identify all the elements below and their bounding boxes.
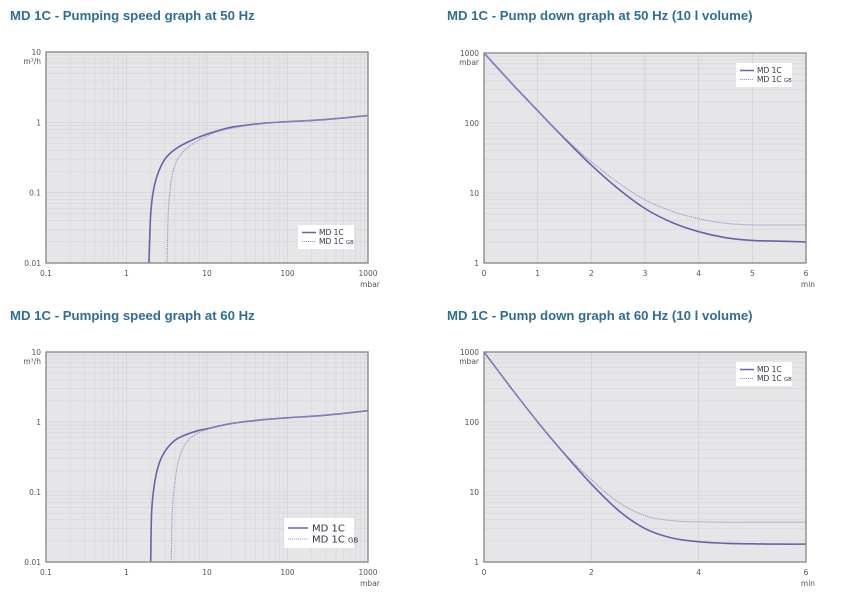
x-tick-label: 0: [482, 269, 487, 278]
legend-label: MD 1C: [757, 66, 782, 75]
x-tick-label: 1: [124, 568, 129, 577]
x-tick-label: 100: [280, 568, 295, 577]
y-tick-label: 100: [465, 119, 480, 128]
panel-pumpdown-60hz: MD 1C - Pump down graph at 60 Hz (10 l v…: [430, 300, 850, 600]
y-tick-label: 1: [36, 418, 41, 427]
x-tick-label: 4: [696, 269, 701, 278]
legend-label: MD 1C: [757, 365, 782, 374]
x-axis-unit: min: [801, 280, 815, 289]
x-tick-label: 5: [750, 269, 755, 278]
y-tick-label: 10: [31, 48, 41, 57]
y-tick-label: 1000: [460, 49, 479, 58]
x-tick-label: 2: [589, 568, 594, 577]
x-tick-label: 4: [696, 568, 701, 577]
y-tick-label: 0.1: [29, 488, 41, 497]
y-axis-unit: m³/h: [23, 357, 41, 366]
chart-title: MD 1C - Pump down graph at 60 Hz (10 l v…: [447, 308, 753, 323]
panel-speed-50hz: MD 1C - Pumping speed graph at 50 Hz 0.0…: [0, 0, 420, 300]
legend-label: MD 1C GB: [319, 237, 354, 246]
y-tick-label: 1000: [460, 348, 479, 357]
x-tick-label: 10: [202, 269, 212, 278]
x-tick-label: 1000: [358, 568, 377, 577]
y-axis-unit: mbar: [459, 357, 480, 366]
y-tick-label: 0.1: [29, 189, 41, 198]
plot-frame: [483, 52, 807, 264]
plot-frame: [45, 351, 369, 563]
chart-title: MD 1C - Pump down graph at 50 Hz (10 l v…: [447, 8, 753, 23]
x-tick-label: 2: [589, 269, 594, 278]
y-axis-unit: m³/h: [23, 57, 41, 66]
x-tick-label: 1: [535, 269, 540, 278]
x-tick-label: 100: [280, 269, 295, 278]
y-tick-label: 0.01: [24, 558, 41, 567]
x-axis-unit: mbar: [360, 579, 381, 588]
legend-label: MD 1C: [319, 228, 344, 237]
y-tick-label: 1: [36, 118, 41, 127]
y-tick-label: 100: [465, 418, 480, 427]
plot-frame: [483, 351, 807, 563]
x-tick-label: 10: [202, 568, 212, 577]
legend-label: MD 1C GB: [312, 535, 358, 546]
y-tick-label: 0.01: [24, 259, 41, 268]
legend-label: MD 1C: [312, 524, 345, 535]
x-axis-unit: mbar: [360, 280, 381, 289]
series-md1c-gb-line: [483, 52, 806, 226]
y-tick-label: 10: [31, 348, 41, 357]
y-axis-unit: mbar: [459, 58, 480, 67]
plot-area: [484, 352, 806, 562]
x-tick-label: 6: [804, 269, 809, 278]
legend-label: MD 1C GB: [757, 75, 792, 84]
series-md1c-gb-line: [483, 351, 806, 523]
x-tick-label: 1000: [358, 269, 377, 278]
legend-label: MD 1C GB: [757, 374, 792, 383]
x-tick-label: 1: [124, 269, 129, 278]
x-tick-label: 0: [482, 568, 487, 577]
y-tick-label: 1: [474, 558, 479, 567]
x-tick-label: 0.1: [40, 269, 52, 278]
y-tick-label: 1: [474, 259, 479, 268]
series-md1c-line: [149, 409, 369, 563]
x-axis-unit: min: [801, 579, 815, 588]
x-tick-label: 3: [643, 269, 648, 278]
chart-title: MD 1C - Pumping speed graph at 60 Hz: [10, 308, 255, 323]
series-md1c-gb-line: [170, 410, 369, 563]
grid: [45, 352, 368, 563]
plot-frame: [45, 51, 369, 264]
y-tick-label: 10: [469, 189, 479, 198]
series-md1c-gb-line: [166, 114, 369, 264]
y-tick-label: 10: [469, 488, 479, 497]
x-tick-label: 6: [804, 568, 809, 577]
panel-speed-60hz: MD 1C - Pumping speed graph at 60 Hz 0.0…: [0, 300, 420, 600]
chart-title: MD 1C - Pumping speed graph at 50 Hz: [10, 8, 255, 23]
x-tick-label: 0.1: [40, 568, 52, 577]
panel-pumpdown-50hz: MD 1C - Pump down graph at 50 Hz (10 l v…: [430, 0, 850, 300]
